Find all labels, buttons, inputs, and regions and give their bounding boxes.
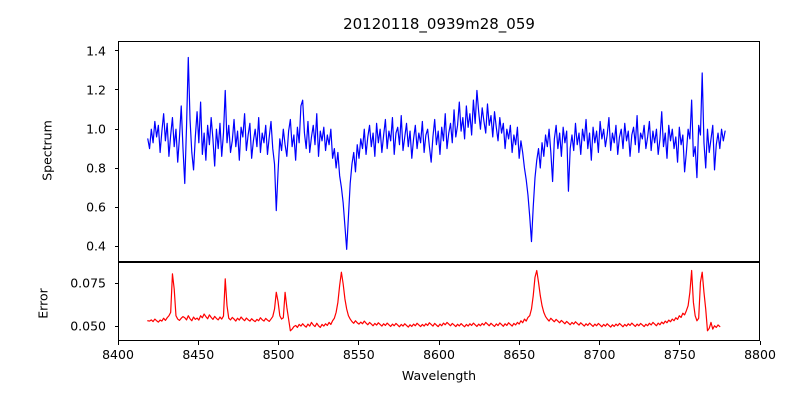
spectrum-plot-area [118, 41, 760, 262]
y-tick-mark [114, 50, 118, 52]
x-tick-label: 8550 [342, 347, 375, 362]
x-tick-mark [438, 341, 440, 345]
x-tick-label: 8400 [102, 347, 134, 362]
spectrum-line-series [119, 42, 759, 261]
error-line-series [119, 263, 759, 340]
x-tick-mark [599, 341, 601, 345]
y-tick-label: 1.0 [86, 121, 106, 137]
y-tick-mark [114, 89, 118, 91]
x-tick-label: 8500 [262, 347, 295, 362]
y-tick-label-holder: 1.2 [0, 82, 112, 105]
y-tick-label-holder: 0.4 [0, 239, 112, 261]
y-tick-label-holder: 1.4 [0, 43, 112, 66]
x-tick-mark [278, 341, 280, 345]
y-tick-label-holder: 0.075 [0, 276, 112, 298]
y-tick-label: 1.2 [86, 82, 106, 98]
x-tick-mark [117, 341, 119, 345]
x-tick-label: 8600 [423, 347, 455, 362]
x-tick-mark [358, 341, 360, 345]
y-tick-mark [114, 245, 118, 247]
y-tick-label: 0.6 [86, 199, 106, 215]
x-tick-mark [759, 341, 761, 345]
error-plot-area [118, 262, 760, 341]
x-tick-label: 8650 [503, 347, 536, 362]
y-tick-mark [114, 325, 118, 327]
x-tick-label: 8450 [182, 347, 215, 362]
y-tick-label: 0.8 [86, 160, 106, 176]
y-tick-label-holder: 1.0 [0, 122, 112, 144]
y-tick-label: 0.050 [70, 318, 106, 334]
x-tick-mark [679, 341, 681, 345]
y-tick-mark [114, 206, 118, 208]
y-tick-label-holder: 0.8 [0, 161, 112, 183]
y-tick-label: 0.4 [86, 238, 106, 254]
y-tick-label: 1.4 [86, 43, 106, 59]
x-tick-label: 8700 [583, 347, 616, 362]
y-tick-mark [114, 128, 118, 130]
y-tick-mark [114, 282, 118, 285]
x-tick-mark [518, 341, 520, 345]
y-tick-label-holder: 0.6 [0, 200, 112, 222]
x-tick-label: 8750 [663, 347, 696, 362]
y-tick-mark [114, 167, 118, 169]
x-axis-label: Wavelength [401, 368, 477, 383]
y-tick-label: 0.075 [70, 275, 106, 291]
spectrum-axis-label: Spectrum [39, 120, 55, 181]
y-tick-label-holder: 0.050 [0, 319, 112, 341]
page-title: 20120118_0939m28_059 [343, 15, 535, 33]
x-tick-mark [197, 341, 199, 345]
x-tick-label: 8800 [744, 347, 776, 362]
